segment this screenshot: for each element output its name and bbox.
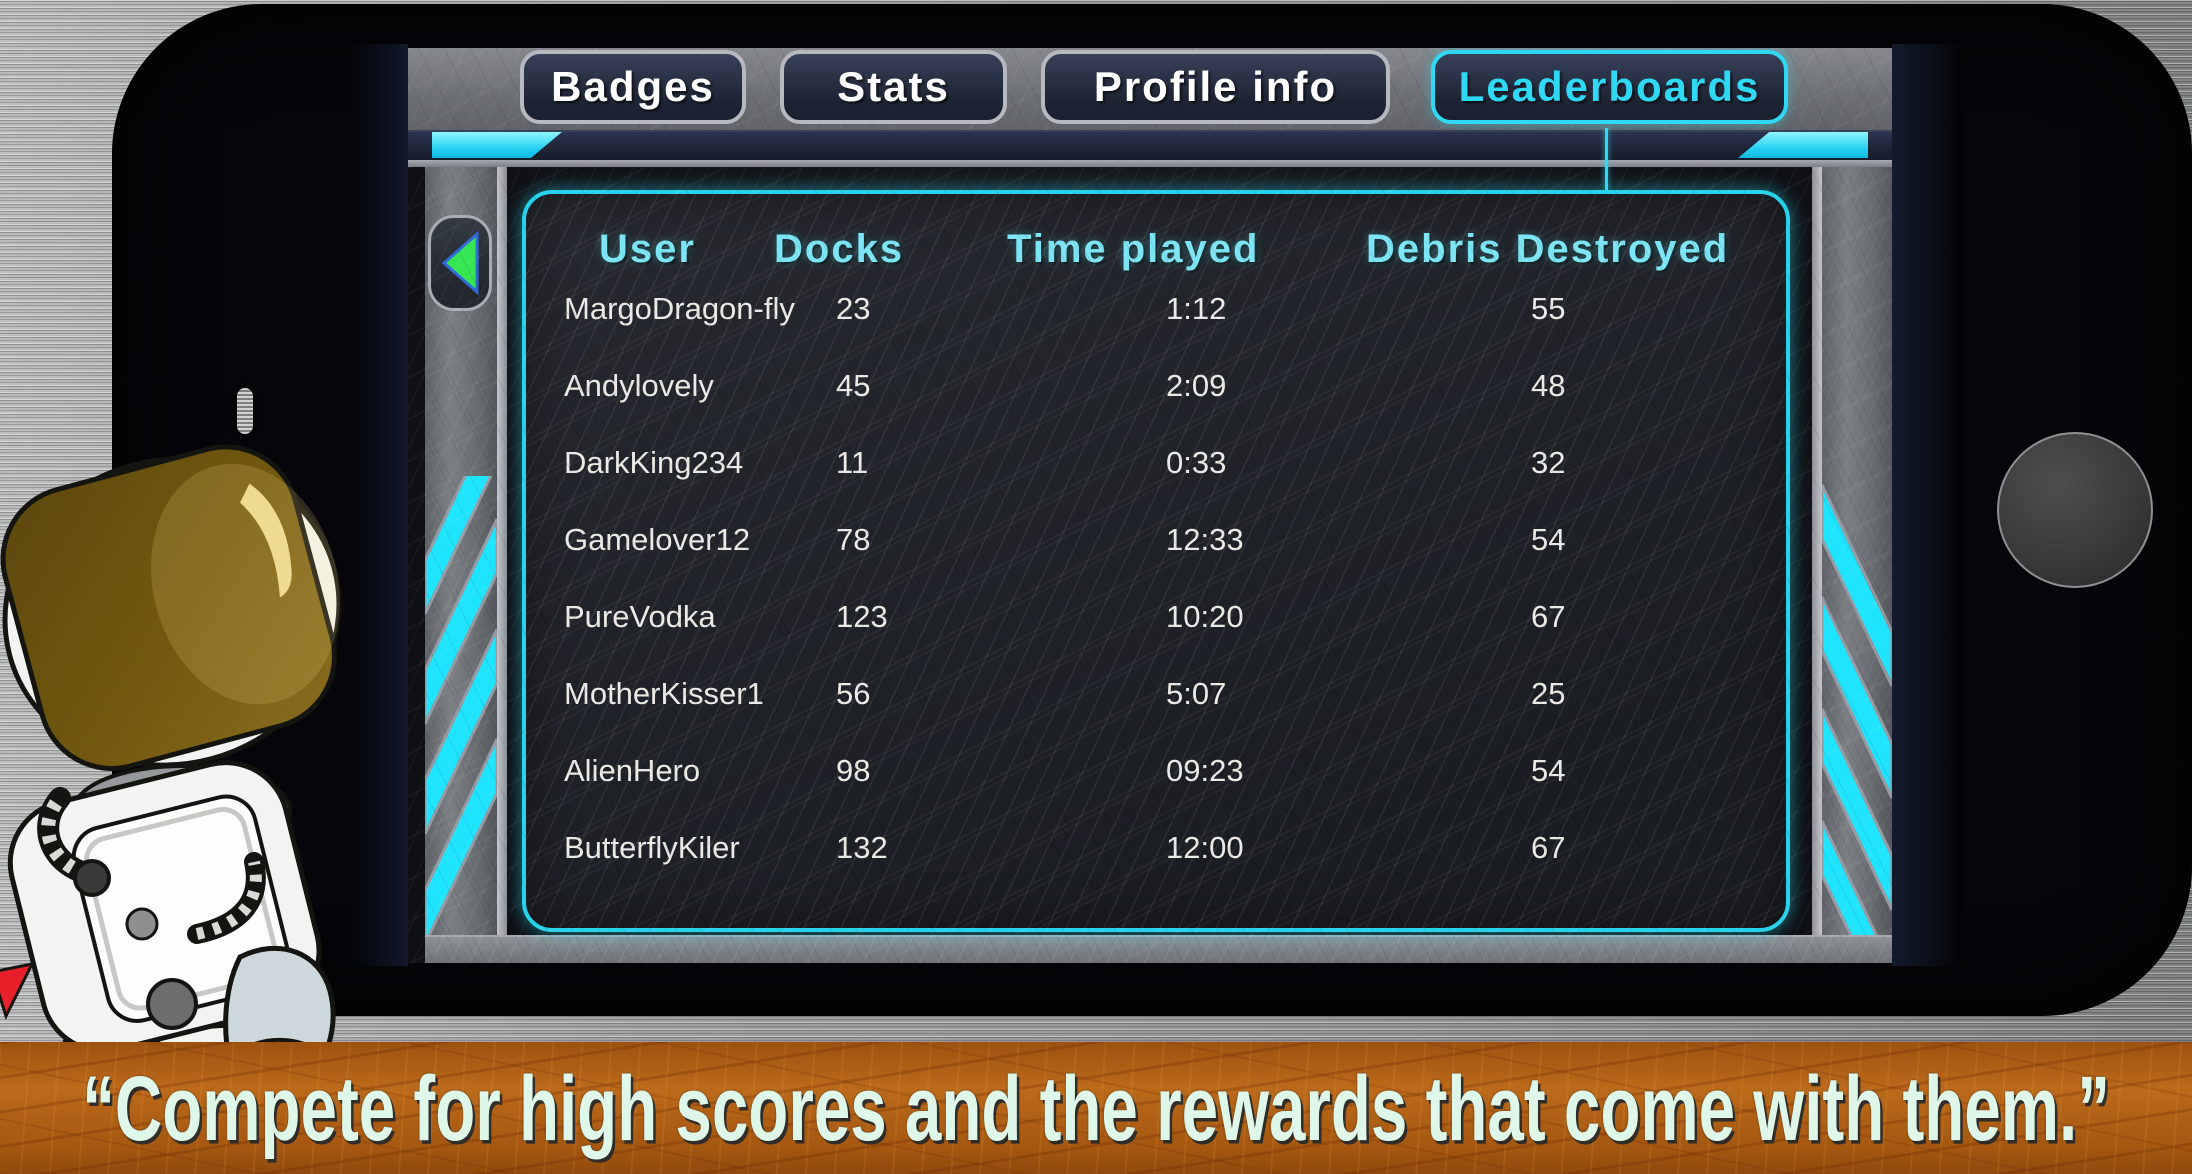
right-column-edge (1812, 167, 1822, 935)
leaderboard-row: PureVodka 123 10:20 67 (526, 595, 1786, 639)
leaderboard-cell-time-played: 5:07 (1166, 676, 1227, 711)
leaderboard-cell-debris-destroyed: 32 (1531, 445, 1566, 480)
caption-banner: “Compete for high scores and the rewards… (0, 1042, 2192, 1174)
leaderboard-cell-debris-destroyed: 67 (1531, 599, 1566, 634)
leaderboard-cell-docks: 123 (836, 599, 888, 634)
leaderboard-row: DarkKing234 11 0:33 32 (526, 441, 1786, 485)
back-arrow-icon (441, 231, 479, 295)
leaderboard-cell-time-played: 09:23 (1166, 753, 1244, 788)
leaderboard-cell-docks: 23 (836, 291, 871, 326)
leaderboard-panel: User Docks Time played Debris Destroyed … (522, 190, 1790, 932)
leaderboard-cell-user: DarkKing234 (564, 445, 744, 480)
column-header-debris-destroyed: Debris Destroyed (1366, 227, 1730, 271)
column-header-user: User (599, 227, 696, 271)
tab-profile-info[interactable]: Profile info (1041, 50, 1390, 124)
leaderboard-row: Gamelover12 78 12:33 54 (526, 518, 1786, 562)
leaderboard-row: MargoDragon-fly 23 1:12 55 (526, 287, 1786, 331)
leaderboard-cell-debris-destroyed: 48 (1531, 368, 1566, 403)
leaderboard-cell-time-played: 12:00 (1166, 830, 1244, 865)
screen-edge-shadow-left (352, 44, 408, 966)
leaderboard-cell-user: MotherKisser1 (564, 676, 764, 711)
leaderboard-cell-debris-destroyed: 25 (1531, 676, 1566, 711)
home-button[interactable] (1997, 432, 2153, 588)
leaderboard-cell-docks: 78 (836, 522, 871, 557)
leaderboard-row: Andylovely 45 2:09 48 (526, 364, 1786, 408)
leaderboard-cell-debris-destroyed: 55 (1531, 291, 1566, 326)
leaderboard-cell-docks: 45 (836, 368, 871, 403)
leaderboard-cell-docks: 132 (836, 830, 888, 865)
leaderboard-row: MotherKisser1 56 5:07 25 (526, 672, 1786, 716)
leaderboard-cell-user: AlienHero (564, 753, 701, 788)
back-button[interactable] (428, 215, 492, 311)
left-column-edge (497, 167, 507, 935)
divider-bar (408, 130, 1892, 160)
leaderboard-cell-time-played: 12:33 (1166, 522, 1244, 557)
leaderboard-cell-docks: 11 (836, 445, 869, 480)
leaderboard-row: AlienHero 98 09:23 54 (526, 749, 1786, 793)
column-header-time-played: Time played (1007, 227, 1260, 271)
metal-edge-line (408, 160, 1892, 167)
screen-edge-shadow-right (1892, 44, 1964, 966)
bottom-metal-strip (425, 935, 1892, 963)
leaderboard-cell-time-played: 1:12 (1166, 291, 1227, 326)
leaderboard-cell-time-played: 10:20 (1166, 599, 1244, 634)
leaderboard-cell-time-played: 2:09 (1166, 368, 1227, 403)
game-screen: Badges Stats Profile info Leaderboards (408, 48, 1892, 963)
leaderboard-cell-docks: 98 (836, 753, 871, 788)
chevron-stripes-left-icon (425, 476, 497, 945)
leaderboard-cell-debris-destroyed: 54 (1531, 522, 1566, 557)
tab-stats[interactable]: Stats (780, 50, 1007, 124)
tab-badges[interactable]: Badges (520, 50, 746, 124)
chevron-stripes-right-icon (1822, 484, 1892, 963)
leaderboard-cell-user: MargoDragon-fly (564, 291, 795, 326)
leaderboard-cell-user: ButterflyKiler (564, 830, 740, 865)
leaderboard-cell-user: Andylovely (564, 368, 714, 403)
caption-text: “Compete for high scores and the rewards… (82, 1055, 2110, 1160)
leaderboard-row: ButterflyKiler 132 12:00 67 (526, 826, 1786, 870)
leaderboard-cell-user: PureVodka (564, 599, 716, 634)
column-header-docks: Docks (774, 227, 905, 271)
leaderboard-cell-user: Gamelover12 (564, 522, 751, 557)
leaderboard-cell-time-played: 0:33 (1166, 445, 1227, 480)
leaderboard-cell-debris-destroyed: 67 (1531, 830, 1566, 865)
camera-slit-icon (237, 388, 253, 434)
screen-content: User Docks Time played Debris Destroyed … (408, 167, 1892, 963)
leaderboard-cell-docks: 56 (836, 676, 871, 711)
leaderboard-cell-debris-destroyed: 54 (1531, 753, 1566, 788)
leaderboards-connector-line (1605, 128, 1608, 190)
tab-leaderboards[interactable]: Leaderboards (1431, 50, 1788, 124)
astronaut-illustration (0, 444, 342, 1042)
